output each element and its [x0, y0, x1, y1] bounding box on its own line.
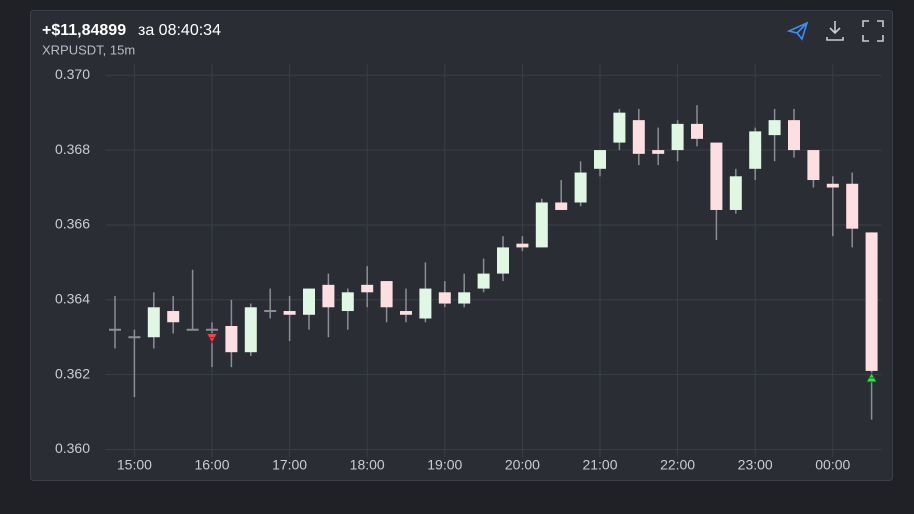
- candle-body: [303, 288, 315, 315]
- candle-body: [283, 311, 296, 315]
- candle-body: [477, 273, 490, 289]
- share-icon[interactable]: [786, 21, 809, 41]
- y-tick-label: 0.360: [55, 440, 90, 456]
- candle-body: [380, 281, 393, 308]
- buy-marker: [865, 372, 878, 383]
- y-tick-label: 0.366: [55, 216, 90, 232]
- candle-body: [710, 142, 723, 210]
- candle-body: [555, 202, 568, 210]
- candle-body: [186, 328, 199, 331]
- candle-body: [846, 183, 859, 229]
- candle-body: [594, 150, 606, 169]
- x-tick-label: 16:00: [194, 457, 229, 473]
- candle-body: [865, 232, 878, 371]
- candle-body: [574, 172, 587, 203]
- candle-body: [613, 112, 626, 143]
- candle-body: [206, 328, 218, 331]
- candle-body: [671, 123, 684, 151]
- candle-body: [826, 183, 839, 188]
- time: за 08:40:34: [138, 22, 221, 39]
- candle-body: [128, 336, 141, 339]
- candle-body: [225, 326, 238, 353]
- pnl: +$11,84899: [42, 22, 126, 39]
- candle-body: [147, 307, 160, 338]
- candle-body: [109, 328, 121, 331]
- candle-body: [691, 123, 703, 139]
- x-tick-label: 22:00: [660, 457, 695, 473]
- candle-body: [361, 284, 374, 293]
- x-tick-label: 00:00: [815, 457, 850, 473]
- candle-body: [497, 247, 509, 274]
- candle-body: [244, 307, 257, 353]
- candle-body: [749, 131, 762, 169]
- y-tick-label: 0.362: [55, 365, 90, 381]
- candle-body: [400, 311, 412, 315]
- x-tick-label: 20:00: [505, 457, 540, 473]
- symbol: XRPUSDT, 15m: [42, 42, 135, 57]
- panel: [30, 10, 893, 481]
- download-icon[interactable]: [826, 21, 844, 41]
- candle-body: [788, 120, 800, 151]
- candle-body: [341, 292, 354, 312]
- x-tick-label: 15:00: [117, 457, 152, 473]
- candle-body: [768, 120, 781, 136]
- candle-body: [632, 120, 645, 154]
- candle-body: [535, 202, 548, 248]
- candle-body: [807, 150, 820, 181]
- x-tick-label: 21:00: [582, 457, 617, 473]
- candle-body: [419, 288, 432, 319]
- candle-body: [652, 150, 665, 154]
- candle-body: [264, 310, 277, 313]
- sell-marker: [206, 333, 218, 344]
- x-tick-label: 19:00: [427, 457, 462, 473]
- y-tick-label: 0.364: [55, 291, 90, 307]
- y-tick-label: 0.370: [55, 66, 90, 82]
- candle-body: [458, 292, 471, 304]
- x-tick-label: 18:00: [350, 457, 385, 473]
- candle-body: [322, 284, 335, 308]
- candle-body: [516, 243, 529, 248]
- candle-body: [167, 311, 180, 323]
- fullscreen-icon[interactable]: [862, 20, 884, 42]
- x-tick-label: 17:00: [272, 457, 307, 473]
- candle-body: [438, 292, 451, 304]
- y-tick-label: 0.368: [55, 141, 90, 157]
- candle-body: [729, 176, 742, 210]
- x-tick-label: 23:00: [738, 457, 773, 473]
